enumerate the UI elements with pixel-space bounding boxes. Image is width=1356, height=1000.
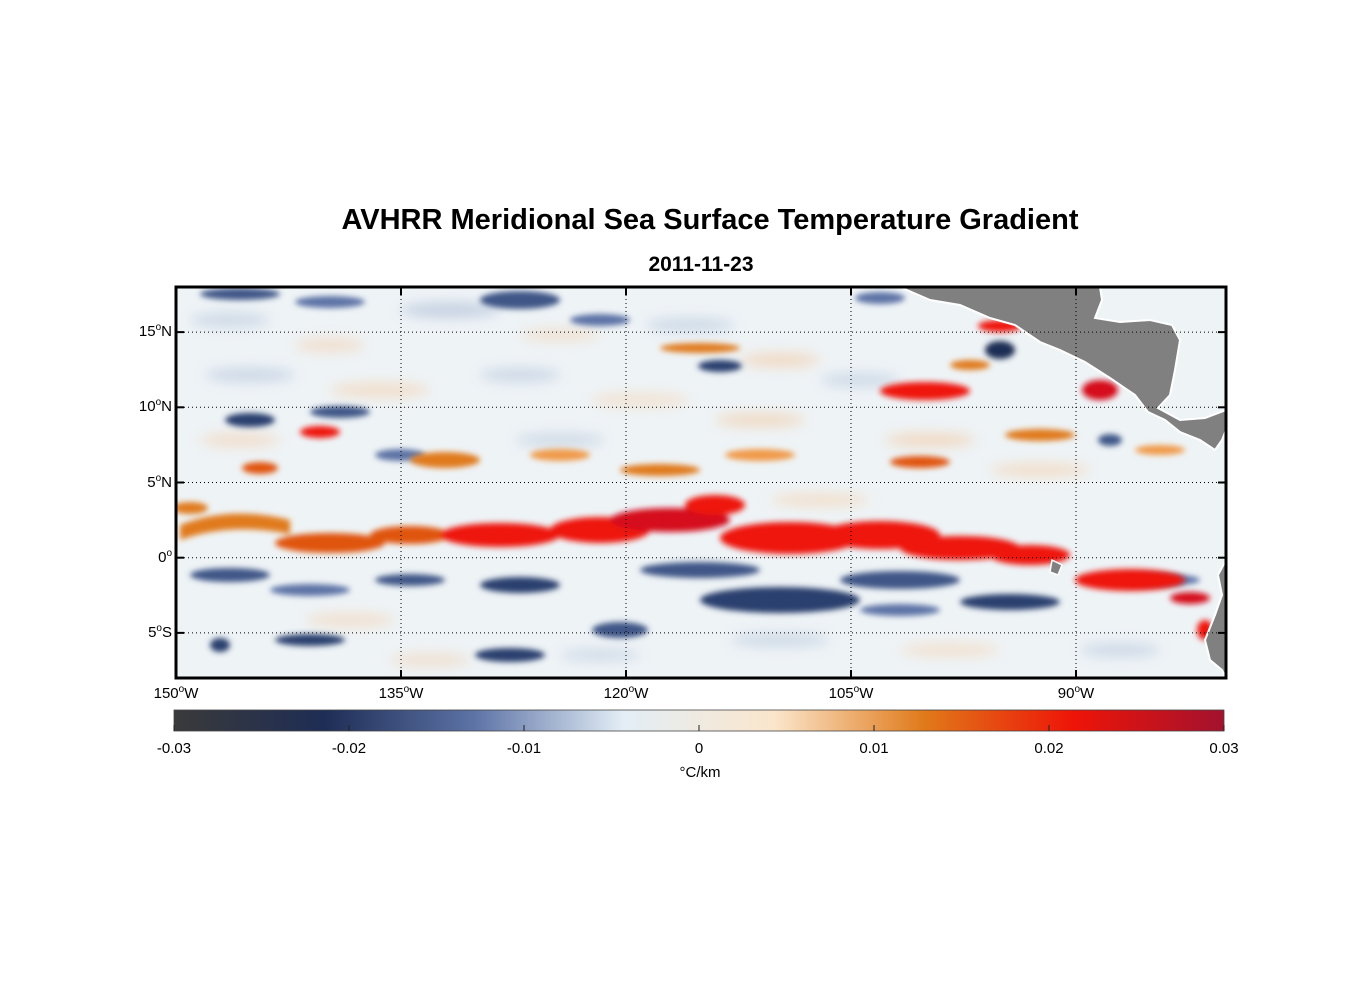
colorbar-tick-label: 0.02 bbox=[1034, 740, 1064, 757]
colorbar-tick-label: -0.03 bbox=[156, 740, 192, 757]
galapagos-island bbox=[1049, 558, 1063, 576]
colorbar-tick-label: 0.01 bbox=[859, 740, 889, 757]
graticule bbox=[175, 287, 1226, 678]
lat-tick-label: 0o bbox=[158, 547, 172, 566]
colorbar-tick-label: 0 bbox=[694, 740, 704, 757]
lat-tick-label: 10oN bbox=[138, 397, 172, 416]
lat-tick-label: 5oN bbox=[147, 472, 172, 491]
colorbar-tick-label: -0.02 bbox=[331, 740, 367, 757]
colorbar-unit-label: °C/km bbox=[679, 764, 721, 781]
map-subtitle: 2011-11-23 bbox=[648, 253, 754, 276]
lat-tick-label: 5oS bbox=[148, 622, 172, 641]
negative-gradient-field bbox=[190, 288, 1200, 662]
lon-tick-label: 105oW bbox=[828, 684, 874, 702]
lon-tick-label: 120oW bbox=[603, 684, 649, 702]
central-america-land bbox=[899, 287, 1226, 452]
positive-gradient-field bbox=[176, 320, 1213, 640]
map-frame bbox=[174, 285, 1228, 680]
colorbar-ticks bbox=[173, 725, 1225, 731]
colorbar-tick-label: 0.03 bbox=[1209, 740, 1239, 757]
lon-tick-label: 135oW bbox=[378, 684, 424, 702]
colorbar-tick-label: -0.01 bbox=[506, 740, 542, 757]
map-title: AVHRR Meridional Sea Surface Temperature… bbox=[341, 204, 1079, 236]
lon-tick-label: 150oW bbox=[153, 684, 199, 702]
lon-tick-label: 90oW bbox=[1057, 684, 1095, 702]
lat-tick-label: 15oN bbox=[138, 322, 172, 341]
